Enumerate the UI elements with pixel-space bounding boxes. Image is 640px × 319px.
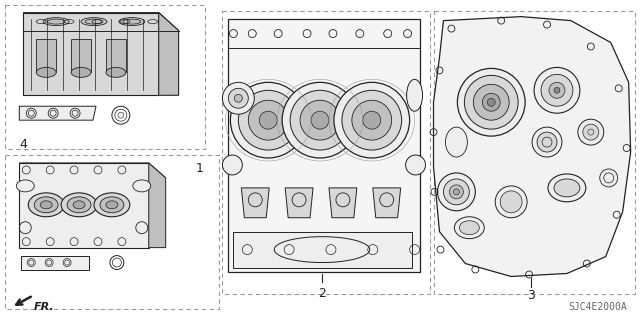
Circle shape: [453, 189, 460, 195]
Ellipse shape: [36, 67, 56, 78]
Ellipse shape: [28, 193, 64, 217]
Circle shape: [223, 155, 243, 175]
Text: 4: 4: [19, 138, 27, 151]
Ellipse shape: [71, 67, 91, 78]
Circle shape: [495, 186, 527, 218]
Circle shape: [449, 185, 463, 199]
Circle shape: [534, 67, 580, 113]
Bar: [5, 155, 220, 309]
Circle shape: [483, 93, 500, 111]
Circle shape: [541, 74, 573, 106]
Polygon shape: [159, 13, 179, 95]
Polygon shape: [19, 106, 96, 120]
Ellipse shape: [67, 197, 91, 213]
Circle shape: [438, 173, 476, 211]
Ellipse shape: [119, 18, 145, 26]
Circle shape: [228, 88, 248, 108]
Polygon shape: [234, 232, 412, 268]
Ellipse shape: [106, 201, 118, 209]
Polygon shape: [36, 39, 56, 72]
Ellipse shape: [106, 67, 126, 78]
Circle shape: [583, 124, 599, 140]
Circle shape: [352, 100, 392, 140]
Polygon shape: [329, 188, 357, 218]
Circle shape: [500, 191, 522, 213]
Ellipse shape: [35, 197, 58, 213]
Circle shape: [600, 169, 618, 187]
Ellipse shape: [123, 19, 141, 24]
Ellipse shape: [47, 19, 65, 24]
Circle shape: [118, 112, 124, 118]
Polygon shape: [19, 163, 148, 248]
Text: 1: 1: [196, 162, 204, 175]
Circle shape: [578, 119, 604, 145]
Circle shape: [230, 82, 306, 158]
Polygon shape: [433, 17, 630, 277]
Circle shape: [248, 100, 288, 140]
Bar: [223, 11, 429, 294]
Circle shape: [234, 94, 243, 102]
Circle shape: [532, 127, 562, 157]
Text: 3: 3: [527, 289, 535, 302]
Polygon shape: [23, 13, 159, 95]
Circle shape: [259, 111, 277, 129]
Circle shape: [300, 100, 340, 140]
Polygon shape: [285, 188, 313, 218]
Ellipse shape: [548, 174, 586, 202]
Bar: [5, 5, 205, 149]
Circle shape: [458, 68, 525, 136]
Polygon shape: [241, 188, 269, 218]
Circle shape: [238, 90, 298, 150]
Ellipse shape: [406, 79, 422, 111]
Ellipse shape: [133, 180, 151, 192]
Polygon shape: [23, 13, 179, 31]
Ellipse shape: [554, 179, 580, 197]
Circle shape: [282, 82, 358, 158]
Ellipse shape: [445, 127, 467, 157]
Polygon shape: [106, 39, 126, 72]
Ellipse shape: [40, 201, 52, 209]
Ellipse shape: [454, 217, 484, 239]
Ellipse shape: [460, 221, 479, 235]
Ellipse shape: [73, 201, 85, 209]
Text: 2: 2: [318, 287, 326, 300]
Circle shape: [290, 90, 350, 150]
Circle shape: [549, 82, 565, 98]
Ellipse shape: [44, 18, 69, 26]
Circle shape: [537, 132, 557, 152]
Ellipse shape: [85, 19, 103, 24]
Ellipse shape: [100, 197, 124, 213]
Circle shape: [465, 75, 518, 129]
Circle shape: [363, 111, 381, 129]
Ellipse shape: [17, 180, 35, 192]
Polygon shape: [228, 19, 420, 271]
Bar: [433, 11, 635, 294]
Ellipse shape: [61, 193, 97, 217]
Text: SJC4E2000A: SJC4E2000A: [568, 302, 627, 312]
Circle shape: [554, 87, 560, 93]
Ellipse shape: [81, 18, 107, 26]
Text: FR.: FR.: [35, 302, 55, 312]
Ellipse shape: [94, 193, 130, 217]
Circle shape: [474, 84, 509, 120]
Circle shape: [487, 98, 495, 106]
Polygon shape: [372, 188, 401, 218]
Polygon shape: [71, 39, 91, 72]
Circle shape: [311, 111, 329, 129]
Circle shape: [406, 155, 426, 175]
Polygon shape: [19, 163, 166, 178]
Polygon shape: [148, 163, 166, 248]
Circle shape: [334, 82, 410, 158]
Circle shape: [223, 82, 254, 114]
Circle shape: [342, 90, 402, 150]
Circle shape: [444, 179, 469, 205]
Polygon shape: [21, 256, 89, 270]
